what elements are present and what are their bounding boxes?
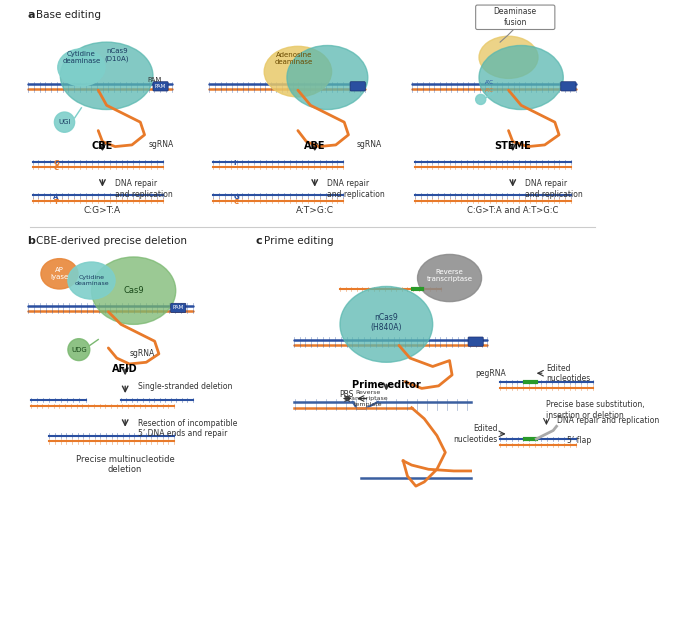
Text: PBS: PBS [340, 390, 354, 399]
Text: STEME: STEME [495, 141, 531, 151]
Text: DNA repair
and replication: DNA repair and replication [525, 179, 583, 199]
Text: Precise base substitution,
insertion or deletion: Precise base substitution, insertion or … [547, 400, 645, 419]
Circle shape [475, 94, 486, 104]
Text: sgRNA: sgRNA [129, 349, 155, 358]
Text: AFID: AFID [112, 364, 138, 374]
FancyBboxPatch shape [350, 82, 365, 91]
Text: UGI: UGI [58, 119, 71, 125]
Text: A: A [53, 194, 59, 200]
Text: T: T [53, 199, 59, 205]
Text: Cas9: Cas9 [123, 286, 144, 295]
Text: Edited
nucleotides: Edited nucleotides [453, 424, 497, 444]
Text: Adenosine
deaminase: Adenosine deaminase [275, 52, 313, 66]
Text: Cytidine
deaminase: Cytidine deaminase [74, 275, 109, 286]
Ellipse shape [418, 254, 482, 302]
Text: Reverse
transcriptase: Reverse transcriptase [427, 269, 473, 282]
Text: sgRNA: sgRNA [149, 141, 174, 149]
Ellipse shape [41, 259, 78, 289]
Text: AP
lyase: AP lyase [50, 268, 68, 280]
Text: pegRNA: pegRNA [475, 369, 506, 378]
Text: Prime editor: Prime editor [352, 380, 421, 390]
Text: ABE: ABE [304, 141, 325, 151]
Text: C:G>T:A: C:G>T:A [84, 206, 121, 215]
Text: UDG: UDG [71, 347, 87, 352]
Ellipse shape [58, 49, 105, 86]
Text: nCas9
(D10A): nCas9 (D10A) [105, 48, 129, 61]
Text: Resection of incompatible
5’ DNA ends and repair: Resection of incompatible 5’ DNA ends an… [138, 419, 237, 438]
Text: b: b [27, 236, 36, 246]
Circle shape [68, 339, 90, 361]
Ellipse shape [92, 257, 176, 324]
FancyBboxPatch shape [475, 5, 555, 29]
Text: CBE-derived precise deletion: CBE-derived precise deletion [36, 236, 187, 246]
Text: DNA repair
and replication: DNA repair and replication [327, 179, 385, 199]
Text: Cytidine
deaminase: Cytidine deaminase [62, 51, 101, 64]
Text: A'C: A'C [485, 80, 494, 85]
Text: a: a [27, 10, 35, 20]
FancyBboxPatch shape [468, 337, 483, 346]
Ellipse shape [340, 286, 433, 362]
Ellipse shape [68, 262, 115, 299]
Ellipse shape [264, 46, 332, 97]
Text: 5’ flap: 5’ flap [567, 436, 592, 445]
Text: DNA repair and replication: DNA repair and replication [556, 416, 659, 425]
Ellipse shape [479, 36, 538, 78]
Text: Single-stranded deletion: Single-stranded deletion [138, 382, 232, 391]
Text: Precise multinucleotide
deletion: Precise multinucleotide deletion [76, 455, 175, 474]
FancyBboxPatch shape [153, 82, 168, 91]
FancyBboxPatch shape [171, 303, 186, 312]
Ellipse shape [60, 42, 153, 109]
Text: Prime editing: Prime editing [264, 236, 334, 246]
Text: C: C [234, 199, 239, 205]
Text: DNA repair
and replication: DNA repair and replication [115, 179, 173, 199]
Text: Reverse
transcriptase
template: Reverse transcriptase template [347, 390, 388, 407]
Text: PAM: PAM [147, 77, 162, 83]
Text: A:T>G:C: A:T>G:C [296, 206, 334, 215]
Text: G: G [53, 161, 59, 166]
Text: I: I [234, 161, 236, 166]
Text: Edited
nucleotides: Edited nucleotides [547, 364, 590, 383]
Text: CBE: CBE [92, 141, 113, 151]
Text: Base editing: Base editing [36, 10, 101, 20]
Text: Deaminase
fusion: Deaminase fusion [494, 7, 537, 26]
Ellipse shape [479, 46, 563, 109]
Text: sgRNA: sgRNA [357, 141, 382, 149]
FancyBboxPatch shape [561, 82, 576, 91]
Circle shape [54, 112, 75, 132]
Text: nCas9
(H840A): nCas9 (H840A) [371, 313, 402, 332]
Text: c: c [256, 236, 262, 246]
Text: PAM: PAM [173, 306, 184, 311]
Text: PAM: PAM [155, 84, 166, 89]
Text: C:G>T:A and A:T>G:C: C:G>T:A and A:T>G:C [467, 206, 558, 215]
Text: A'C: A'C [485, 89, 494, 94]
Ellipse shape [287, 46, 368, 109]
Text: C: C [53, 166, 59, 171]
Text: G: G [234, 194, 239, 200]
